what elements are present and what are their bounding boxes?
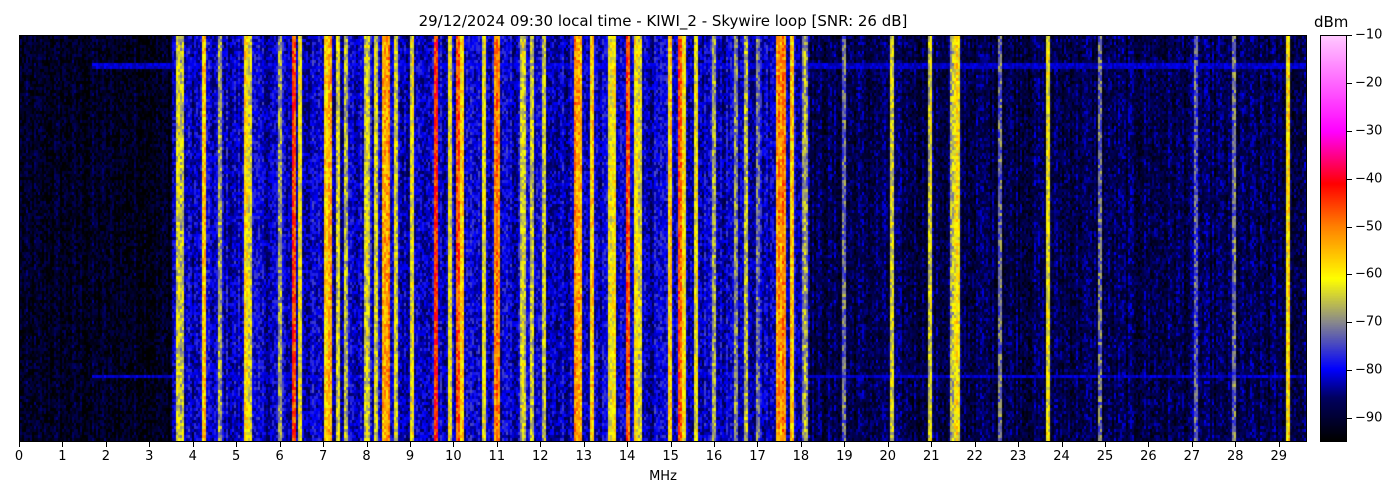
x-tick [931,442,933,447]
x-tick-label: 26 [1140,449,1157,464]
colorbar [1320,35,1347,442]
x-tick-label: 13 [575,449,592,464]
colorbar-tick [1347,226,1352,228]
colorbar-tick [1347,322,1352,324]
x-tick [887,442,889,447]
colorbar-tick-label: −20 [1355,75,1383,91]
x-tick [62,442,64,447]
x-tick [192,442,194,447]
x-tick-label: 24 [1053,449,1070,464]
x-tick-label: 9 [405,449,415,464]
x-tick-label: 2 [101,449,111,464]
x-tick [19,442,20,447]
colorbar-tick-label: −30 [1355,123,1383,139]
colorbar-label: dBm [1314,13,1349,31]
x-tick [409,442,411,447]
x-tick [627,442,629,447]
x-tick-label: 17 [749,449,766,464]
x-tick-label: 5 [232,449,241,464]
colorbar-tick-label: −60 [1355,266,1383,282]
x-tick [279,442,281,447]
x-tick-label: 6 [275,449,284,464]
x-tick [1148,442,1150,447]
x-tick [800,442,802,447]
colorbar-tick-label: −10 [1355,27,1383,43]
colorbar-tick [1347,418,1352,420]
x-tick [1018,442,1020,447]
x-tick [496,442,498,447]
x-tick [366,442,368,447]
x-tick [974,442,976,447]
x-tick [1278,442,1280,447]
colorbar-tick-label: −50 [1355,219,1383,235]
x-tick-label: 20 [879,449,897,464]
x-tick-label: 7 [318,449,328,464]
x-tick-label: 19 [836,449,853,464]
x-tick-label: 29 [1270,449,1288,464]
x-tick-label: 1 [58,449,67,464]
x-tick-label: 25 [1096,449,1114,464]
x-tick [540,442,542,447]
x-tick [105,442,107,447]
x-tick [1061,442,1063,447]
x-tick [236,442,238,447]
x-tick-label: 23 [1009,449,1027,464]
x-tick-label: 10 [445,449,462,464]
x-tick [714,442,716,447]
x-tick-label: 15 [662,449,679,464]
x-tick-label: 11 [488,449,506,464]
x-tick-label: 28 [1227,449,1244,464]
colorbar-tick-label: −80 [1355,362,1383,378]
colorbar-tick [1347,130,1352,132]
colorbar-tick-label: −90 [1355,410,1383,426]
colorbar-tick [1347,178,1352,180]
x-tick [757,442,759,447]
x-tick-label: 22 [966,449,983,464]
x-tick [844,442,846,447]
x-tick-label: 0 [14,449,24,464]
x-tick-label: 8 [362,449,371,464]
x-tick [453,442,455,447]
x-tick-label: 16 [705,449,723,464]
x-tick [583,442,585,447]
waterfall-heatmap [20,36,1306,441]
x-tick-label: 27 [1183,449,1201,464]
colorbar-tick [1347,274,1352,276]
x-tick [323,442,325,447]
x-tick-label: 18 [792,449,810,464]
x-axis-label: MHz [649,469,677,484]
x-tick [149,442,151,447]
x-tick-label: 3 [145,449,154,464]
x-tick [1191,442,1193,447]
plot-frame [19,35,1307,442]
x-tick-label: 21 [922,449,940,464]
colorbar-tick [1347,82,1352,84]
x-tick [670,442,672,447]
x-tick-label: 4 [188,449,197,464]
chart-title: 29/12/2024 09:30 local time - KIWI_2 - S… [418,12,908,30]
colorbar-tick [1347,370,1352,372]
x-tick-label: 14 [618,449,636,464]
x-tick-label: 12 [532,449,549,464]
x-tick [1235,442,1237,447]
x-tick [1105,442,1106,447]
colorbar-tick-label: −40 [1355,171,1383,187]
colorbar-tick-label: −70 [1355,314,1383,330]
colorbar-tick [1347,35,1352,36]
